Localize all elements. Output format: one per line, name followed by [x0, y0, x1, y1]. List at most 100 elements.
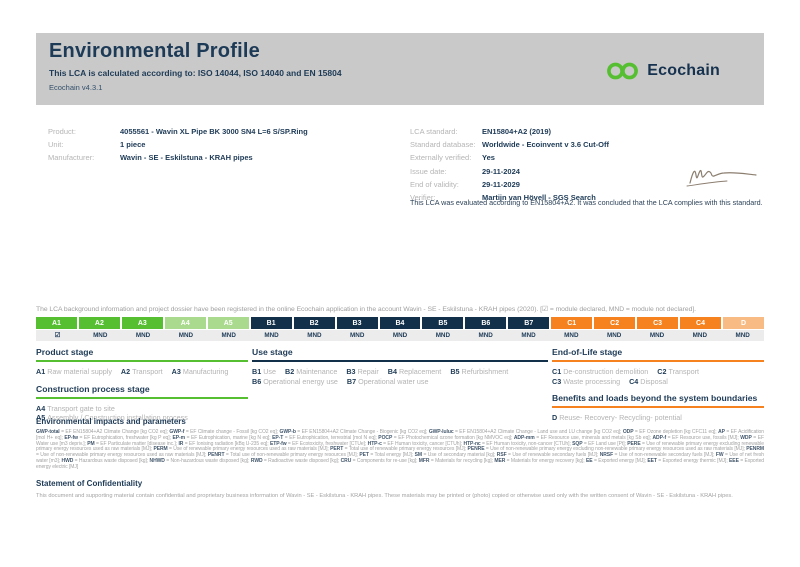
module-status-b1: MND — [264, 332, 279, 339]
info-value: 1 piece — [120, 140, 146, 150]
info-value: Yes — [482, 153, 495, 163]
stage-item: B4 Replacement — [387, 367, 442, 376]
construction-stage-items: A4 Transport gate to site A5 Assembly / Co… — [36, 404, 248, 423]
header-subtitle: This LCA is calculated according to: ISO… — [49, 68, 342, 78]
header-band: Environmental Profile This LCA is calcul… — [36, 33, 764, 105]
impacts-section: Environmental impacts and parameters GWP… — [36, 417, 764, 471]
module-status-b2: MND — [307, 332, 322, 339]
product-stage-heading: Product stage — [36, 347, 94, 357]
use-stage-heading: Use stage — [252, 347, 293, 357]
logo-wordmark: Ecochain — [647, 62, 720, 79]
module-status-c1: MND — [564, 332, 579, 339]
info-row-database: Standard database: Worldwide - Ecoinvent… — [410, 141, 700, 150]
benefits-items: D Reuse- Recovery- Recycling- potential — [552, 413, 764, 423]
module-status-d: MND — [735, 332, 750, 339]
module-header-d: D — [723, 317, 764, 329]
stage-item: D Reuse- Recovery- Recycling- potential — [552, 413, 682, 423]
module-header-a5: A5 — [207, 317, 249, 329]
module-header-b7: B7 — [508, 317, 550, 329]
lca-info-block: LCA standard: EN15804+A2 (2019) Standard… — [410, 127, 700, 207]
module-header-b2: B2 — [293, 317, 335, 329]
info-label: Product: — [48, 127, 76, 136]
confidentiality-section: Statement of Confidentiality This docume… — [36, 479, 764, 499]
stage-item: B2 Maintenance — [285, 367, 338, 376]
product-stage-column: Product stage A1 Raw material supply A2 Tr… — [36, 347, 248, 423]
info-row-validity: End of validity: 29-11-2029 — [410, 179, 700, 190]
info-row-issue-date: Issue date: 29-11-2024 — [410, 166, 700, 177]
info-label: Externally verified: — [410, 153, 472, 163]
module-header-b6: B6 — [465, 317, 507, 329]
module-header-c1: C1 — [551, 317, 593, 329]
module-status-b5: MND — [435, 332, 451, 339]
info-label: Unit: — [48, 140, 64, 150]
info-label: Issue date: — [410, 166, 447, 176]
info-label: Verifier: — [410, 192, 436, 202]
stage-item: B7 Operational water use — [346, 376, 429, 386]
module-header-b5: B5 — [422, 317, 464, 329]
stage-item: B5 Refurbishment — [450, 367, 509, 376]
infinity-chain-icon — [605, 61, 640, 81]
module-status-b4: MND — [392, 332, 408, 339]
stage-item: B6 Operational energy use — [252, 376, 338, 386]
registration-note: The LCA background information and proje… — [36, 306, 696, 313]
use-stage-column: Use stage B1 Use B2 Maintenance B3 Repair B… — [252, 347, 548, 386]
module-status-a2: MND — [93, 332, 108, 339]
use-stage-items: B1 Use B2 Maintenance B3 Repair B4 Replaceme… — [252, 367, 548, 386]
info-row-verified: Externally verified: Yes — [410, 154, 700, 163]
stage-item: A4 Transport gate to site — [36, 403, 115, 413]
module-status-b3: MND — [350, 332, 365, 339]
stage-item: C4 Disposal — [629, 376, 668, 386]
stage-legend: Product stage A1 Raw material supply A2 Tr… — [36, 347, 764, 422]
module-header-c2: C2 — [594, 317, 636, 329]
verifier-signature — [683, 162, 761, 197]
module-status-c4: MND — [692, 332, 707, 339]
info-label: End of validity: — [410, 179, 459, 189]
ecochain-logo: Ecochain — [605, 61, 720, 81]
benefits-heading: Benefits and loads beyond the system bou… — [552, 393, 758, 404]
module-header-b3: B3 — [336, 317, 378, 329]
end-of-life-heading: End-of-Life stage — [552, 347, 623, 357]
stage-item: B1 Use — [252, 367, 276, 376]
navy-rule — [252, 360, 548, 362]
info-row-lca-standard: LCA standard: EN15804+A2 (2019) — [410, 127, 700, 137]
info-row-manufacturer: Manufacturer: Wavin - SE - Eskilstuna - … — [48, 154, 378, 163]
impacts-text: GWP-total = EF EN15804+A2 Climate Change… — [36, 429, 765, 470]
info-row-verifier: Verifier: Martijn van Hövell - SGS Searc… — [410, 192, 700, 203]
info-value: 29-11-2024 — [482, 166, 520, 176]
impacts-heading: Environmental impacts and parameters — [36, 417, 186, 426]
page-title: Environmental Profile — [49, 40, 260, 62]
info-row-product: Product: 4055561 - Wavin XL Pipe BK 3000… — [48, 127, 378, 137]
module-status-row: ☑ MND MND MND MND MND MND MND MND MND MN… — [36, 330, 764, 341]
module-header-a2: A2 — [78, 317, 120, 329]
module-status-c3: MND — [649, 332, 665, 339]
module-header-c3: C3 — [637, 317, 679, 329]
module-header-c4: C4 — [680, 317, 721, 329]
green-rule — [36, 360, 248, 362]
stage-item: A2 Transport — [120, 367, 163, 376]
info-value: Martijn van Hövell - SGS Search — [482, 192, 596, 202]
module-status-a1: ☑ — [54, 332, 61, 339]
orange-rule — [552, 360, 764, 362]
info-value: Worldwide - Ecoinvent v 3.6 Cut-Off — [482, 140, 609, 150]
stage-item: A5 Assembly / Construction installation p… — [36, 413, 188, 423]
module-status-c2: MND — [607, 332, 622, 339]
info-value: EN15804+A2 (2019) — [482, 127, 552, 136]
info-value: Wavin - SE - Eskilstuna - KRAH pipes — [120, 153, 253, 163]
module-header-row: A1 A2 A3 A4 A5 B1 B2 B3 B4 B5 B6 B7 C1 C… — [36, 317, 764, 329]
module-header-b1: B1 — [250, 317, 292, 329]
end-of-life-column: End-of-Life stage C1 De-construction demo… — [552, 347, 764, 423]
stage-item: B3 Repair — [346, 367, 379, 376]
module-status-a4: MND — [178, 332, 194, 339]
info-value: 4055561 - Wavin XL Pipe BK 3000 SN4 L=6 … — [120, 127, 308, 136]
evaluation-note: This LCA was evaluated according to EN15… — [410, 198, 763, 207]
stage-item: A3 Manufacturing — [171, 367, 229, 376]
module-status-a3: MND — [135, 332, 151, 339]
stage-item: A1 Raw material supply — [36, 367, 112, 376]
module-header-b4: B4 — [379, 317, 421, 329]
product-stage-items: A1 Raw material supply A2 Transport A3 Manu… — [36, 367, 248, 377]
confidentiality-text: This document and supporting material co… — [36, 493, 733, 499]
stage-item: C1 De-construction demolition — [552, 367, 649, 376]
stage-item: C2 Transport — [657, 367, 699, 376]
end-of-life-items: C1 De-construction demolition C2 Transport… — [552, 367, 764, 386]
